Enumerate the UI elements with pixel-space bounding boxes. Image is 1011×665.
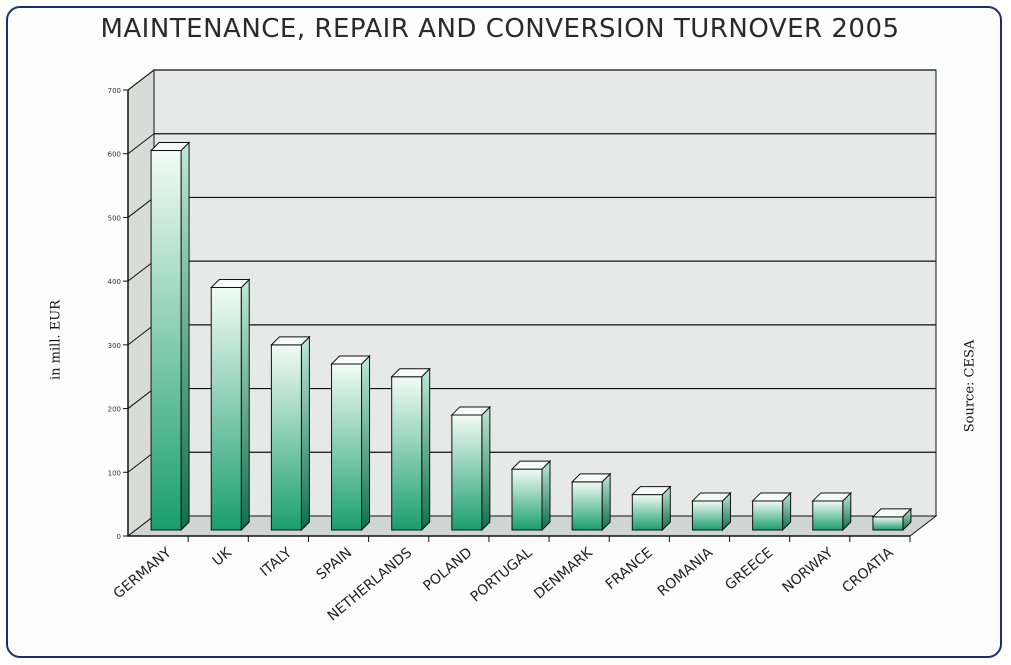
bar-top bbox=[149, 142, 191, 152]
y-tick-label: 400 bbox=[108, 278, 121, 286]
grid-line-side bbox=[127, 324, 155, 346]
x-tick-label: GREECE bbox=[722, 545, 776, 594]
bar-side bbox=[240, 278, 250, 532]
x-tick-label: FRANCE bbox=[603, 545, 656, 593]
x-tick-label: ROMANIA bbox=[655, 545, 717, 600]
grid-line-side bbox=[127, 133, 155, 155]
bar-top bbox=[450, 406, 492, 416]
bar-top bbox=[631, 486, 672, 496]
x-tick-label: GERMANY bbox=[111, 545, 175, 603]
bar-top bbox=[691, 492, 732, 502]
bar bbox=[752, 500, 784, 531]
chart-title: MAINTENANCE, REPAIR AND CONVERSION TURNO… bbox=[100, 14, 900, 44]
grid-line-side bbox=[127, 260, 155, 282]
bar-top bbox=[811, 492, 852, 502]
bar-top bbox=[330, 355, 371, 365]
bar-top bbox=[570, 473, 612, 483]
bar bbox=[872, 516, 904, 531]
grid-line-side bbox=[127, 451, 155, 473]
y-tick-label: 200 bbox=[108, 406, 121, 414]
x-tick-label: NORWAY bbox=[779, 545, 836, 597]
y-tick-label: 700 bbox=[108, 87, 121, 95]
bar bbox=[691, 500, 723, 531]
bar-side bbox=[481, 405, 491, 532]
bar-side bbox=[180, 141, 190, 532]
x-tick-label: SPAIN bbox=[314, 545, 355, 583]
bar-top bbox=[751, 492, 792, 502]
bar-side bbox=[300, 335, 310, 532]
bar-top bbox=[270, 336, 311, 346]
bar-top bbox=[210, 279, 251, 289]
grid-line-side bbox=[127, 388, 155, 409]
bar-side bbox=[421, 367, 431, 532]
bar bbox=[451, 414, 483, 531]
y-tick-label: 100 bbox=[108, 469, 121, 477]
x-tick-label: UK bbox=[210, 544, 236, 569]
bar bbox=[571, 481, 603, 531]
y-tick-label: 500 bbox=[108, 214, 121, 222]
grid-line-side bbox=[127, 197, 155, 218]
y-tick-label: 600 bbox=[108, 151, 121, 159]
bar-side bbox=[541, 459, 551, 532]
x-tick-label: ITALY bbox=[257, 545, 295, 580]
bar-top bbox=[871, 508, 913, 518]
y-tick-label: 0 bbox=[117, 533, 121, 541]
bar bbox=[150, 150, 182, 531]
y-tick-label: 300 bbox=[108, 342, 121, 350]
bar-side bbox=[601, 472, 611, 532]
grid-line-side bbox=[127, 69, 155, 91]
x-tick-label: CROATIA bbox=[839, 545, 896, 597]
bar bbox=[331, 363, 363, 531]
x-tick-label: DENMARK bbox=[531, 544, 596, 602]
bar bbox=[631, 494, 663, 531]
bar-top bbox=[510, 460, 552, 470]
bar-side bbox=[361, 354, 371, 532]
x-tick-label: PORTUGAL bbox=[468, 545, 536, 606]
bar-top bbox=[390, 368, 431, 378]
bar bbox=[210, 287, 242, 531]
bar bbox=[511, 468, 543, 531]
bar bbox=[812, 500, 844, 531]
bar bbox=[391, 376, 423, 531]
x-tick-label: POLAND bbox=[420, 545, 475, 595]
bar bbox=[270, 344, 302, 531]
plot-left-wall bbox=[127, 68, 155, 538]
